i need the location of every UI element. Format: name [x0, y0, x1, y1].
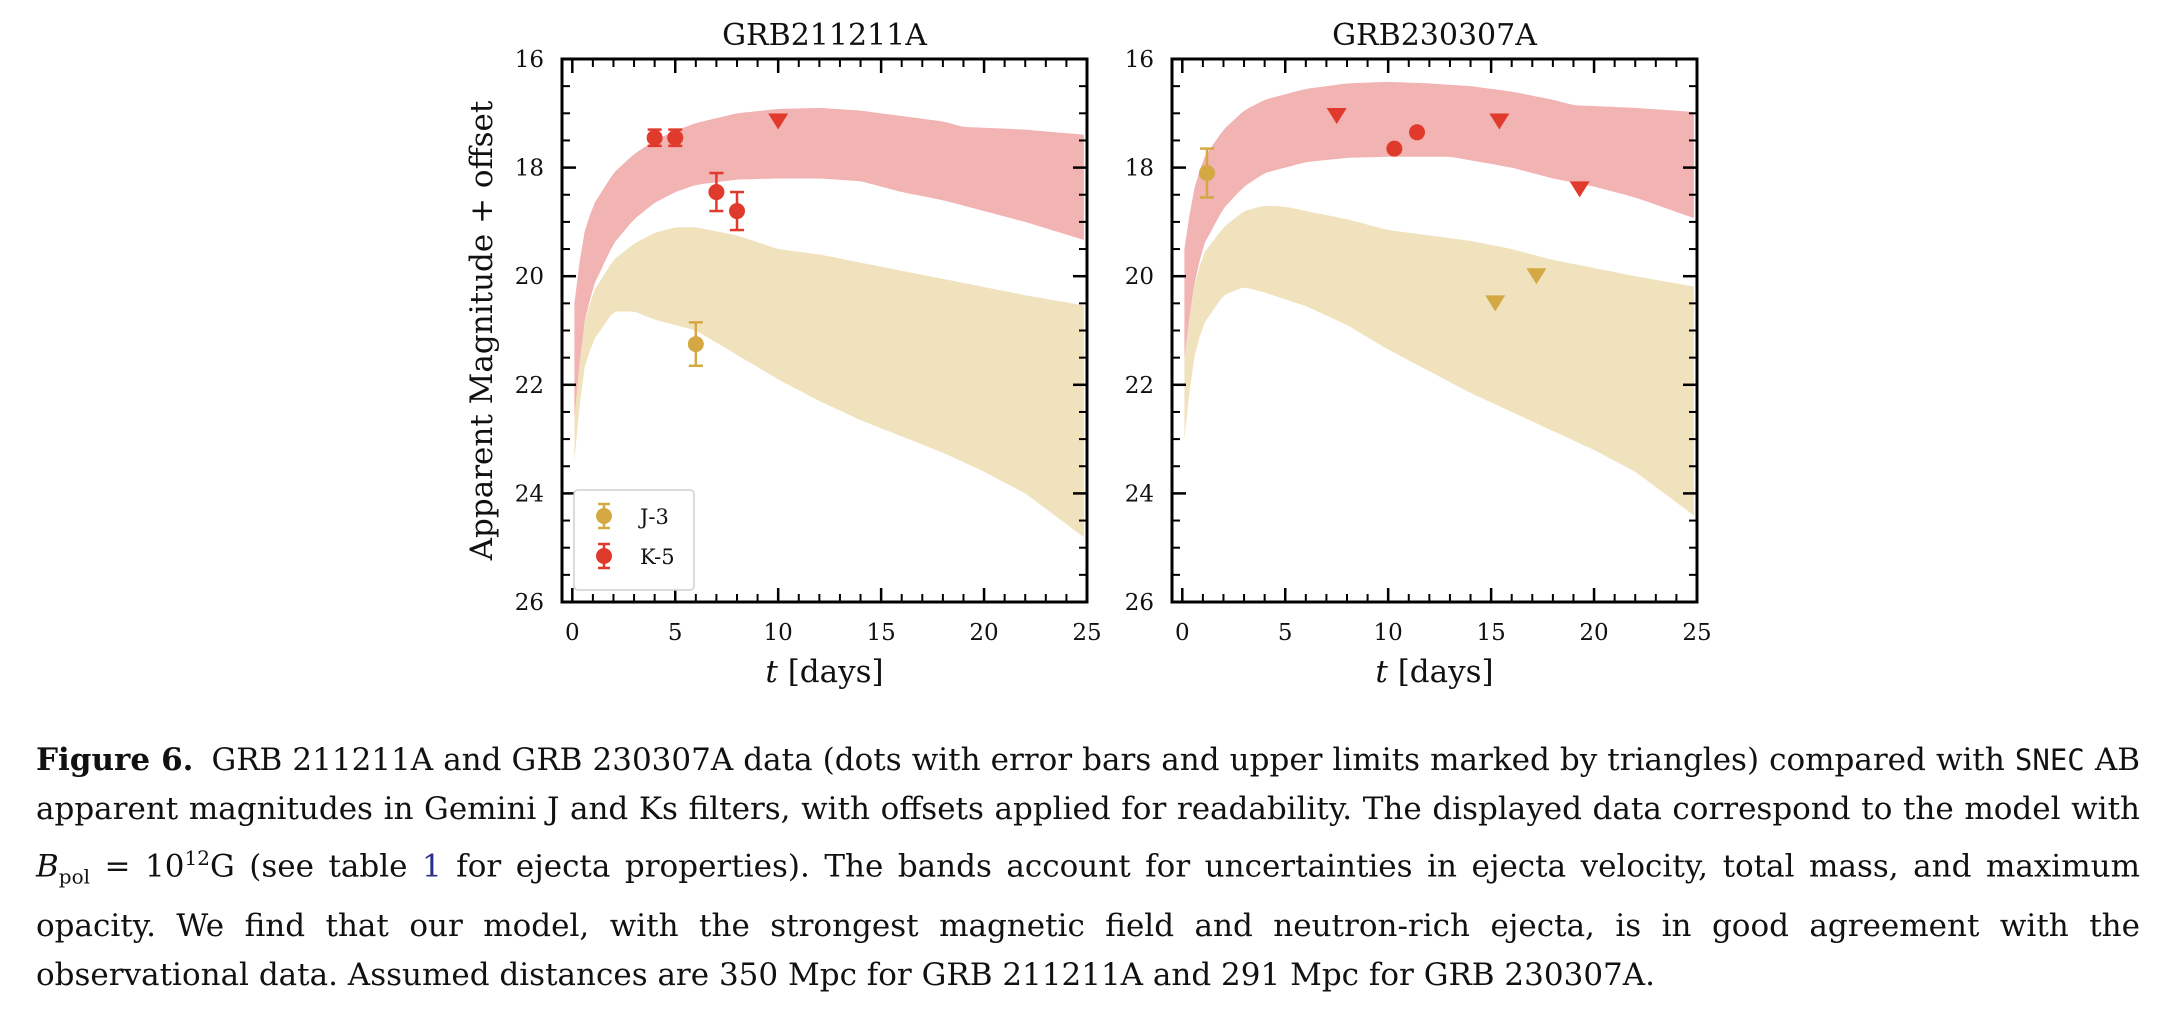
x-tick-label: 10: [1374, 620, 1403, 646]
y-tick-label: 24: [515, 481, 544, 507]
caption-unit: G (see table: [209, 848, 423, 885]
x-axis-label-unit: [days]: [1398, 654, 1494, 690]
data-point-k-5: [1386, 140, 1403, 157]
x-tick-label: 5: [668, 620, 683, 646]
model-band-j3: [1184, 205, 1694, 516]
y-tick-label: 26: [1125, 590, 1154, 616]
legend-box: [573, 489, 695, 591]
y-tick-label: 26: [515, 590, 544, 616]
y-tick-label: 24: [1125, 481, 1154, 507]
y-tick-label: 18: [515, 156, 544, 182]
upper-limit-marker-j-3: [1485, 295, 1506, 312]
chart-panel-1: 0 5 10 15 20 25 16 18 20 22 24 26 GRB211211A t [days]…: [464, 18, 1102, 690]
caption-code: SNEC: [2014, 743, 2085, 777]
x-tick-label: 15: [1476, 620, 1505, 646]
caption-b: B: [36, 848, 59, 885]
data-point-k-5: [729, 203, 745, 220]
legend-label: K-5: [640, 545, 675, 569]
figure: 0 5 10 15 20 25 16 18 20 22 24 26 GRB211211A t [days]…: [464, 18, 1712, 690]
upper-limit-marker-k-5: [768, 113, 789, 130]
y-tick-label: 18: [1125, 156, 1154, 182]
y-tick-label: 20: [1125, 264, 1154, 290]
chart-title: GRB230307A: [1332, 18, 1537, 53]
figure-label: Figure 6.: [36, 742, 194, 778]
data-point-k-5: [667, 129, 684, 146]
caption-text-1: GRB 211211A and GRB 230307A data (dots w…: [211, 742, 2005, 778]
data-point-j-3: [687, 336, 704, 353]
x-tick-label: 20: [1579, 620, 1608, 646]
upper-limit-marker-k-5: [1489, 113, 1510, 130]
y-tick-label: 22: [1125, 373, 1154, 399]
upper-limit-marker-j-3: [1526, 268, 1547, 285]
data-point-k-5: [1409, 124, 1425, 141]
legend-marker: [596, 548, 612, 564]
x-axis-label: t [days]: [1375, 654, 1493, 690]
x-tick-label: 10: [764, 620, 793, 646]
y-tick-label: 16: [515, 47, 544, 73]
caption-eq: = 10: [90, 848, 185, 885]
x-axis-label-var: t: [1375, 654, 1397, 690]
upper-limit-marker-k-5: [1569, 181, 1590, 198]
y-axis-label: Apparent Magnitude + offset: [464, 100, 500, 561]
legend-marker: [596, 508, 612, 524]
data-point-k-5: [708, 184, 725, 201]
caption-b-sub: pol: [58, 864, 91, 889]
legend-label: J-3: [638, 505, 669, 529]
caption-text-3: for ejecta properties). The bands accoun…: [36, 848, 2140, 993]
chart-panel-2: 0 5 10 15 20 25 16 18 20 22 24 26 GRB230307A t [days]: [1125, 18, 1712, 690]
caption-table-ref[interactable]: 1: [422, 848, 442, 885]
caption-text-2: AB apparent magnitudes in Gemini J and K…: [36, 742, 2140, 827]
data-point-j-3: [1199, 165, 1215, 182]
x-tick-label: 20: [969, 620, 998, 646]
caption-exp: 12: [184, 846, 210, 870]
x-tick-label: 25: [1682, 620, 1711, 646]
figure-caption: Figure 6. GRB 211211A and GRB 230307A dat…: [36, 736, 2140, 1000]
model-band-k5: [574, 108, 1084, 418]
y-tick-label: 16: [1125, 47, 1154, 73]
model-band-j3: [574, 227, 1084, 538]
upper-limit-marker-k-5: [1326, 108, 1347, 125]
x-axis-label-unit: [days]: [788, 654, 884, 690]
y-tick-label: 22: [515, 373, 544, 399]
chart-title: GRB211211A: [722, 18, 927, 53]
x-tick-label: 15: [866, 620, 895, 646]
y-tick-label: 20: [515, 264, 544, 290]
x-tick-label: 5: [1278, 620, 1293, 646]
x-tick-label: 0: [1175, 620, 1190, 646]
x-axis-label-var: t: [765, 654, 787, 690]
data-point-k-5: [646, 129, 663, 146]
x-tick-label: 0: [565, 620, 580, 646]
model-band-k5: [1184, 81, 1694, 358]
x-tick-label: 25: [1072, 620, 1101, 646]
x-axis-label: t [days]: [765, 654, 883, 690]
